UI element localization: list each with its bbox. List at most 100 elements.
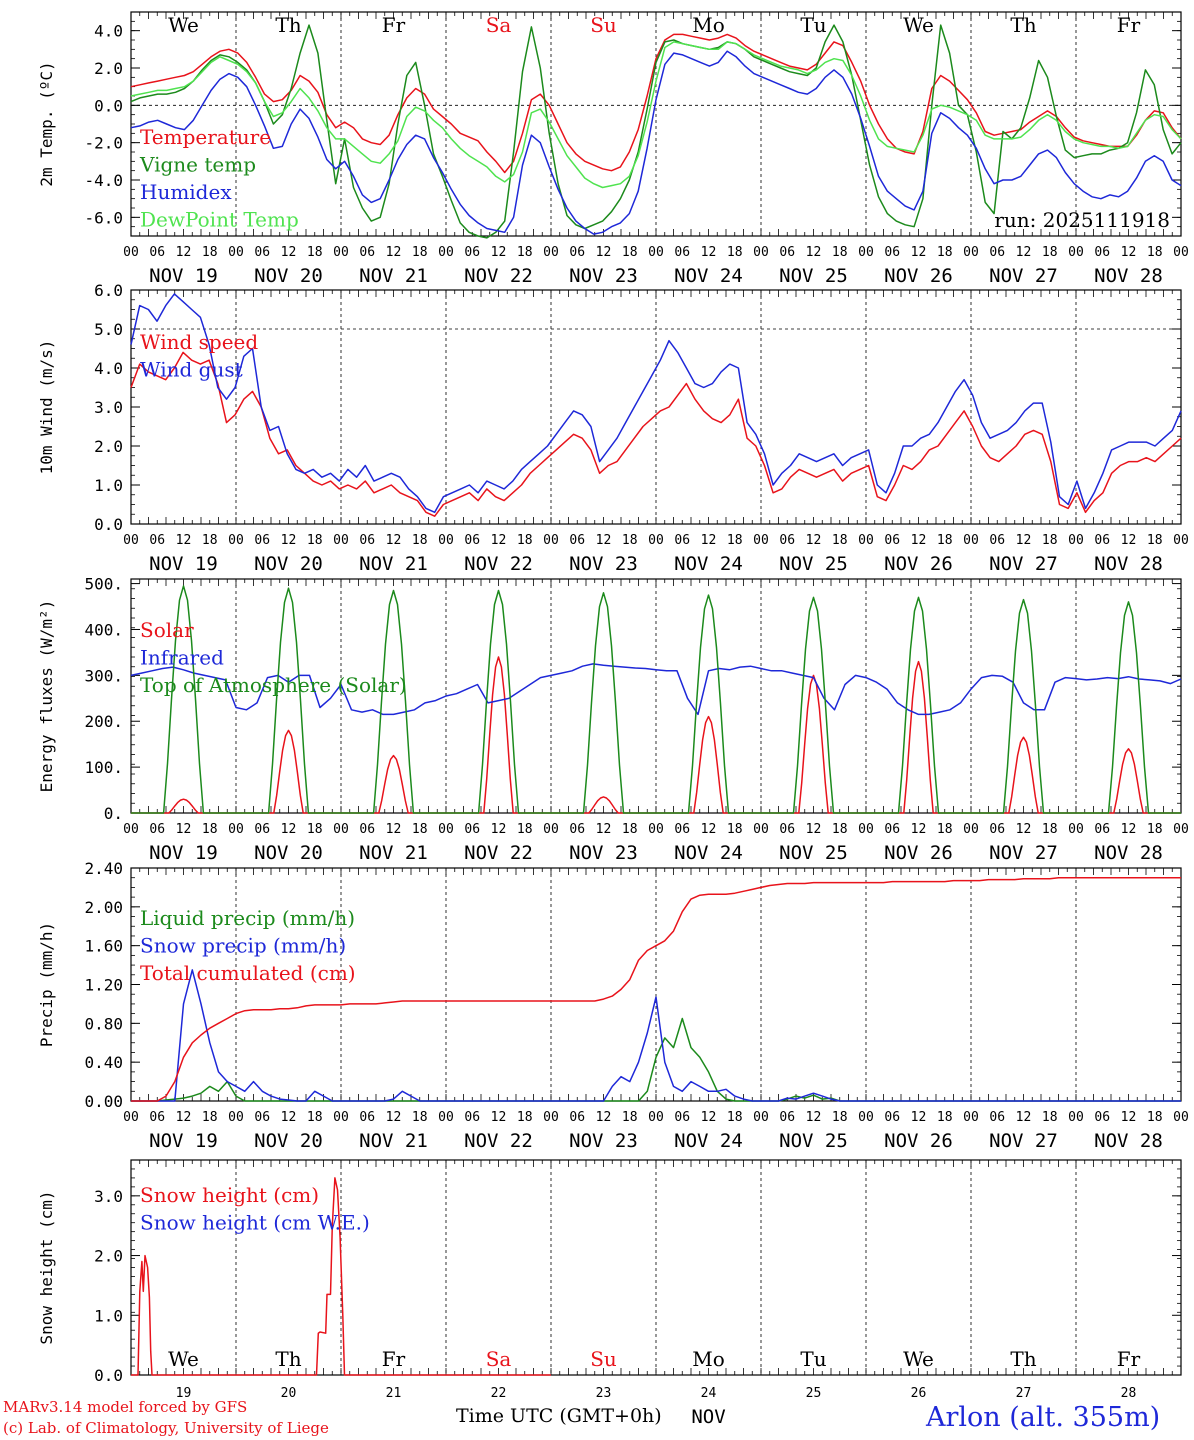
x-hour-label: 18 [727, 245, 743, 260]
x-hour-label: 06 [674, 245, 690, 260]
x-hour-label: 00 [1173, 822, 1189, 837]
x-hour-label: 06 [884, 533, 900, 548]
x-hour-label: 18 [1147, 822, 1163, 837]
day-number-label: 21 [386, 1386, 402, 1401]
x-hour-label: 00 [333, 822, 349, 837]
x-date-label: NOV 20 [254, 1130, 323, 1152]
y-tick-label: 0.0 [94, 515, 123, 534]
series-line-wind-speed [130, 351, 1182, 517]
x-hour-label: 00 [228, 533, 244, 548]
x-hour-label: 12 [1121, 245, 1137, 260]
y-axis-title: Snow height (cm) [37, 1190, 56, 1344]
x-hour-label: 18 [1042, 533, 1058, 548]
x-hour-label: 12 [806, 245, 822, 260]
x-hour-label: 00 [123, 822, 139, 837]
x-hour-label: 00 [543, 245, 559, 260]
y-tick-label: -4.0 [84, 171, 123, 190]
x-hour-label: 12 [1121, 533, 1137, 548]
x-date-label: NOV 28 [1094, 265, 1163, 287]
x-hour-label: 12 [701, 245, 717, 260]
x-hour-label: 00 [963, 245, 979, 260]
y-tick-label: -6.0 [84, 208, 123, 227]
legend-entry: Total cumulated (cm) [140, 961, 356, 985]
x-hour-label: 18 [727, 1110, 743, 1125]
x-hour-label: 06 [254, 533, 270, 548]
x-hour-label: 00 [543, 1110, 559, 1125]
x-hour-label: 00 [1068, 1110, 1084, 1125]
x-hour-label: 00 [648, 822, 664, 837]
x-date-label: NOV 23 [569, 553, 638, 575]
x-date-label: NOV 22 [464, 842, 533, 864]
x-hour-label: 06 [779, 1110, 795, 1125]
x-hour-label: 18 [307, 1110, 323, 1125]
y-tick-label: 0. [104, 804, 123, 823]
day-number-label: 19 [176, 1386, 192, 1401]
x-date-label: NOV 21 [359, 553, 428, 575]
y-tick-label: 1.60 [84, 937, 123, 956]
day-number-label: 26 [911, 1386, 927, 1401]
x-hour-label: 18 [517, 822, 533, 837]
x-hour-label: 06 [674, 1110, 690, 1125]
weekday-label: Mo [692, 1347, 725, 1371]
x-hour-label: 06 [1094, 245, 1110, 260]
x-hour-label: 18 [622, 245, 638, 260]
x-hour-label: 18 [622, 822, 638, 837]
x-date-label: NOV 22 [464, 265, 533, 287]
x-hour-label: 18 [622, 1110, 638, 1125]
x-hour-label: 00 [123, 245, 139, 260]
series-line-temperature [130, 33, 1182, 174]
x-hour-label: 12 [281, 1110, 297, 1125]
x-hour-label: 06 [254, 1110, 270, 1125]
y-tick-label: 0.80 [84, 1014, 123, 1033]
x-hour-label: 00 [753, 822, 769, 837]
x-hour-label: 12 [911, 822, 927, 837]
weekday-label: Fr [382, 1347, 406, 1371]
x-date-label: NOV 20 [254, 553, 323, 575]
x-hour-label: 12 [596, 245, 612, 260]
x-hour-label: 18 [307, 822, 323, 837]
x-hour-label: 12 [281, 822, 297, 837]
x-hour-label: 00 [858, 822, 874, 837]
x-hour-label: 12 [701, 533, 717, 548]
x-hour-label: 12 [176, 822, 192, 837]
day-number-label: 20 [281, 1386, 297, 1401]
x-date-label: NOV 19 [149, 1130, 218, 1152]
x-hour-label: 06 [254, 822, 270, 837]
x-date-label: NOV 21 [359, 1130, 428, 1152]
x-date-label: NOV 19 [149, 265, 218, 287]
x-date-label: NOV 22 [464, 1130, 533, 1152]
y-tick-label: 1.0 [94, 1306, 123, 1325]
x-hour-label: 12 [176, 1110, 192, 1125]
time-axis-title: Time UTC (GMT+0h) [456, 1405, 662, 1427]
y-tick-label: 2.0 [94, 437, 123, 456]
x-date-label: NOV 28 [1094, 553, 1163, 575]
weekday-label: Fr [382, 13, 406, 37]
legend-entry: Infrared [140, 646, 224, 670]
x-hour-label: 00 [1068, 245, 1084, 260]
x-hour-label: 06 [989, 1110, 1005, 1125]
legend-entry: Snow height (cm W.E.) [140, 1211, 370, 1235]
y-tick-label: 300. [84, 666, 123, 685]
x-hour-label: 18 [1042, 822, 1058, 837]
y-axis-title: Precip (mm/h) [37, 922, 56, 1047]
x-hour-label: 00 [123, 533, 139, 548]
x-hour-label: 18 [517, 1110, 533, 1125]
x-hour-label: 00 [228, 1110, 244, 1125]
x-hour-label: 18 [832, 1110, 848, 1125]
x-hour-label: 12 [596, 822, 612, 837]
x-hour-label: 00 [1068, 822, 1084, 837]
x-hour-label: 12 [806, 822, 822, 837]
series-line-wind-gust [130, 293, 1182, 514]
x-hour-label: 06 [359, 245, 375, 260]
y-tick-label: 200. [84, 712, 123, 731]
legend-entry: Vigne temp [139, 153, 256, 177]
x-hour-label: 00 [1173, 1110, 1189, 1125]
x-hour-label: 18 [832, 822, 848, 837]
y-tick-label: 2.0 [94, 1247, 123, 1266]
y-tick-label: 3.0 [94, 1187, 123, 1206]
x-hour-label: 12 [386, 1110, 402, 1125]
x-hour-label: 06 [884, 822, 900, 837]
x-hour-label: 06 [149, 533, 165, 548]
x-hour-label: 06 [254, 245, 270, 260]
